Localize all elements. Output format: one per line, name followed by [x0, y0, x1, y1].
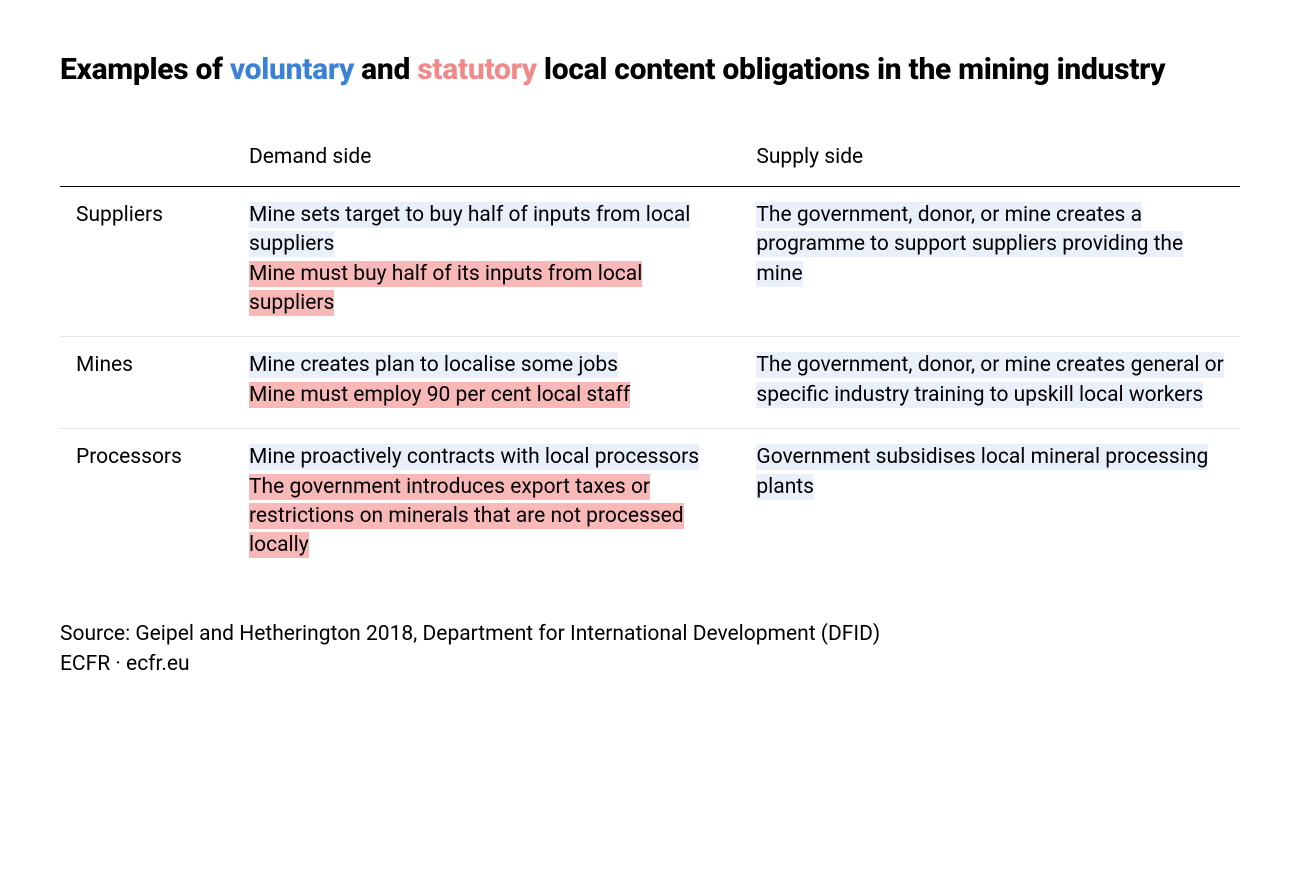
- voluntary-text: Government subsidises local mineral proc…: [756, 444, 1208, 499]
- col-header-supply: Supply side: [744, 133, 1240, 187]
- statutory-text: The government introduces export taxes o…: [249, 474, 684, 559]
- voluntary-text: The government, donor, or mine creates g…: [756, 352, 1223, 407]
- statutory-text: Mine must buy half of its inputs from lo…: [249, 261, 642, 316]
- cell-supply: The government, donor, or mine creates a…: [744, 186, 1240, 337]
- cell-supply: The government, donor, or mine creates g…: [744, 337, 1240, 429]
- page-title: Examples of voluntary and statutory loca…: [60, 50, 1240, 91]
- row-label: Mines: [60, 337, 237, 429]
- col-header-demand: Demand side: [237, 133, 744, 187]
- row-label: Suppliers: [60, 186, 237, 337]
- voluntary-text: Mine proactively contracts with local pr…: [249, 444, 699, 470]
- cell-supply: Government subsidises local mineral proc…: [744, 429, 1240, 579]
- table-row: Processors Mine proactively contracts wi…: [60, 429, 1240, 579]
- footer-credit: ECFR · ecfr.eu: [60, 649, 1240, 679]
- voluntary-text: Mine creates plan to localise some jobs: [249, 352, 618, 378]
- title-statutory: statutory: [417, 52, 537, 87]
- cell-demand: Mine creates plan to localise some jobs …: [237, 337, 744, 429]
- row-label: Processors: [60, 429, 237, 579]
- obligations-table: Demand side Supply side Suppliers Mine s…: [60, 133, 1240, 579]
- footer: Source: Geipel and Hetherington 2018, De…: [60, 619, 1240, 680]
- statutory-text: Mine must employ 90 per cent local staff: [249, 382, 630, 408]
- cell-demand: Mine proactively contracts with local pr…: [237, 429, 744, 579]
- title-voluntary: voluntary: [230, 52, 354, 87]
- col-header-rowlabel: [60, 133, 237, 187]
- table-header-row: Demand side Supply side: [60, 133, 1240, 187]
- table-row: Mines Mine creates plan to localise some…: [60, 337, 1240, 429]
- voluntary-text: The government, donor, or mine creates a…: [756, 202, 1183, 287]
- table-row: Suppliers Mine sets target to buy half o…: [60, 186, 1240, 337]
- title-mid: and: [354, 52, 417, 87]
- voluntary-text: Mine sets target to buy half of inputs f…: [249, 202, 690, 257]
- title-post: local content obligations in the mining …: [537, 52, 1166, 87]
- footer-source: Source: Geipel and Hetherington 2018, De…: [60, 619, 1240, 649]
- cell-demand: Mine sets target to buy half of inputs f…: [237, 186, 744, 337]
- title-pre: Examples of: [60, 52, 230, 87]
